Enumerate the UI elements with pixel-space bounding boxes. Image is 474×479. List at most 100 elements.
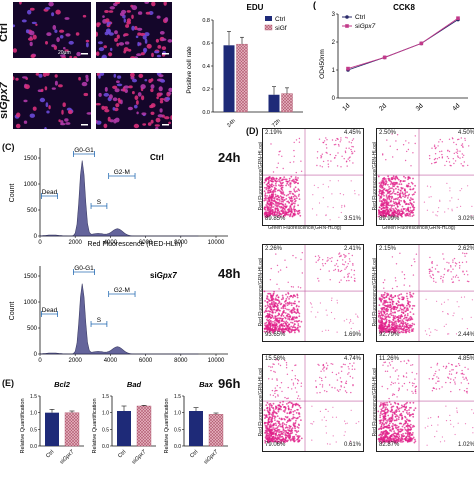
panel-c: (C) Count 0 2000 4000 6000 8000 10000 0 500 1000 1…	[0, 138, 238, 376]
histogram-curve	[39, 160, 199, 237]
cell-nucleus	[150, 119, 154, 124]
cell-nucleus	[55, 9, 61, 15]
scale-bar	[162, 53, 169, 55]
edu-legend-si: siGf	[275, 25, 287, 32]
cell-nucleus	[159, 98, 165, 101]
quadrant-ll: 82.87%	[379, 442, 400, 448]
quadrant-ll: 79.06%	[265, 442, 286, 448]
cell-nucleus	[167, 92, 172, 95]
cell-nucleus	[28, 30, 35, 36]
cell-nucleus	[44, 7, 51, 10]
cell-nucleus	[156, 92, 162, 97]
cell-nucleus	[60, 122, 66, 126]
cell-nucleus	[133, 123, 140, 129]
cell-nucleus	[155, 38, 159, 43]
panel-c-letter: (C)	[2, 142, 15, 152]
cell-nucleus	[44, 127, 47, 129]
micrograph-ctrl-1	[13, 2, 91, 58]
cell-nucleus	[101, 54, 107, 58]
qpcr-xtick: Ctrl	[117, 449, 127, 459]
histogram-ylabel: Count	[9, 184, 16, 203]
edu-ylabel: Positive cell rate	[186, 46, 193, 94]
cell-nucleus	[28, 37, 34, 41]
cell-nucleus	[157, 114, 164, 118]
qpcr-ytick: 0.0	[102, 444, 109, 450]
cell-nucleus	[158, 86, 163, 92]
cell-nucleus	[146, 43, 152, 49]
qpcr-ytick: 0.0	[174, 444, 181, 450]
panel-d-letter: (D)	[246, 126, 259, 136]
edu-legend-si-swatch	[264, 24, 273, 31]
cell-nucleus	[60, 54, 66, 57]
edu-ytick: 0.6	[202, 41, 210, 47]
cell-nucleus	[154, 124, 160, 127]
cell-nucleus	[136, 100, 139, 105]
cell-nucleus	[104, 109, 110, 113]
cell-nucleus	[112, 97, 118, 102]
quadrant-ul: 11.26%	[379, 356, 399, 362]
flow-dot-plot: 2.50% 4.50% 89.99% 3.02%	[376, 128, 474, 226]
row-label-ctrl: Ctrl	[0, 23, 10, 43]
cell-nucleus	[150, 84, 155, 89]
histogram-ytick: 500	[27, 326, 38, 332]
cell-nucleus	[45, 102, 49, 108]
cell-nucleus	[125, 24, 130, 28]
timepoint-label-48h: 48h	[218, 266, 241, 281]
cell-nucleus	[142, 123, 147, 126]
cell-nucleus	[144, 38, 148, 44]
edu-bar	[223, 45, 235, 112]
cell-nucleus	[98, 47, 105, 52]
cell-nucleus	[15, 77, 19, 81]
cell-nucleus	[161, 38, 167, 41]
cell-nucleus	[52, 25, 57, 30]
cell-nucleus	[54, 80, 58, 86]
micrograph-ctrl-2	[96, 2, 172, 58]
cell-nucleus	[21, 19, 27, 23]
cell-nucleus	[123, 33, 129, 37]
cck8-point	[382, 55, 387, 60]
cell-nucleus	[69, 55, 73, 58]
cck8-ytick: 0	[332, 96, 336, 102]
edu-ytick: 0.0	[202, 110, 210, 116]
cell-nucleus	[13, 76, 15, 81]
cell-nucleus	[46, 110, 50, 114]
cell-nucleus	[32, 106, 37, 111]
histogram-curve	[39, 283, 199, 355]
cell-nucleus	[46, 32, 52, 36]
cck8-legend-ctrl: Ctrl	[355, 14, 366, 21]
histogram-ytick: 1500	[24, 156, 38, 162]
histogram-xtick: 8000	[174, 240, 188, 246]
cck8-ytick: 3	[332, 12, 336, 18]
flow-ylabel: Red Fluorescence(GRN-HLog)	[258, 257, 264, 327]
cell-nucleus	[58, 119, 61, 123]
cell-nucleus	[116, 42, 119, 47]
cell-nucleus	[124, 41, 130, 45]
cck8-series-line	[347, 17, 459, 70]
cell-nucleus	[112, 85, 118, 89]
flow-ylabel: Red Fluorescence(GRN-HLog)	[372, 141, 378, 211]
g2m-gate-label: G2-M	[114, 169, 130, 176]
cell-nucleus	[144, 79, 148, 82]
qpcr-chart-Bax: Bax Relative Quantification 0.0 0.5 1.0 1.5 Ct…	[164, 380, 228, 466]
cell-nucleus	[44, 86, 48, 91]
quadrant-ll: 89.85%	[265, 216, 286, 222]
qpcr-ylabel: Relative Quantification	[20, 398, 26, 453]
qpcr-ytick: 0.5	[174, 427, 181, 433]
qpcr-xtick: Ctrl	[45, 449, 55, 459]
cell-nucleus	[137, 41, 140, 47]
cck8-title: CCK8	[393, 3, 415, 12]
cell-nucleus	[158, 74, 164, 78]
qpcr-charts: Bcl2 Relative Quantification 0.0 0.5 1.0 1.5 C…	[20, 380, 228, 466]
cell-nucleus	[30, 54, 36, 58]
cck8-legend-si: siGpx7	[355, 23, 376, 30]
cell-nucleus	[135, 35, 139, 39]
cell-nucleus	[156, 54, 161, 58]
qpcr-bar	[117, 411, 131, 446]
s-gate-label: S	[97, 317, 102, 324]
cell-nucleus	[137, 92, 142, 97]
cell-nucleus	[48, 2, 54, 7]
cell-nucleus	[114, 117, 120, 123]
histogram-xtick: 2000	[69, 358, 83, 364]
cell-nucleus	[115, 103, 120, 108]
cell-nucleus	[29, 41, 33, 47]
